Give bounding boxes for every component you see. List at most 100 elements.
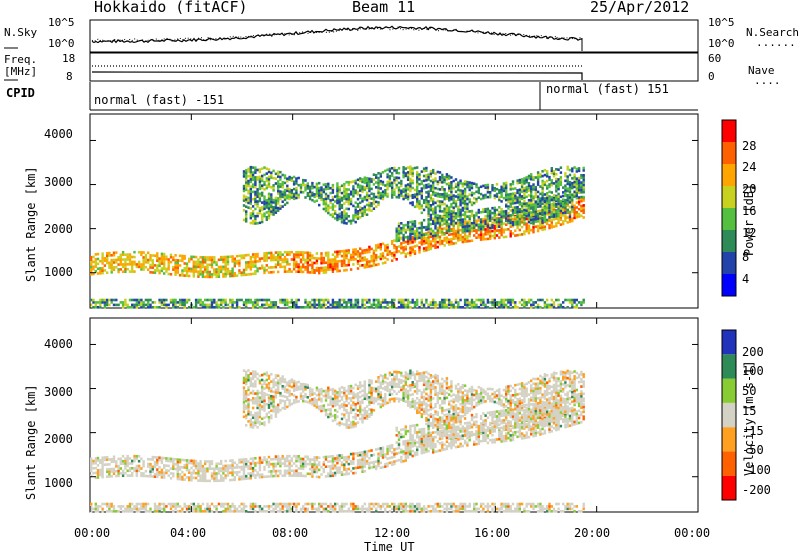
velocity-cell [224, 469, 227, 472]
velocity-cell [233, 471, 236, 474]
power-cell [349, 268, 353, 271]
power-cell [493, 298, 496, 302]
power-cell [201, 263, 205, 266]
velocity-cell [272, 385, 275, 389]
power-cell [409, 172, 412, 176]
power-cell [434, 241, 437, 245]
power-cell [427, 243, 430, 246]
power-cell [224, 263, 227, 266]
power-cell [256, 267, 259, 270]
power-cell [254, 176, 257, 179]
power-cell [406, 178, 410, 181]
power-cell [245, 178, 248, 182]
power-cell [281, 183, 284, 186]
power-cell [381, 180, 385, 184]
velocity-cell [263, 392, 266, 395]
velocity-cell [279, 457, 282, 461]
power-cell [559, 183, 563, 186]
velocity-cell [256, 413, 259, 417]
power-cell [568, 218, 572, 221]
power-cell [557, 205, 560, 208]
velocity-cell [229, 464, 232, 467]
velocity-cell [265, 505, 268, 508]
power-cell [151, 261, 154, 265]
power-cell [393, 244, 396, 247]
power-cell [566, 196, 569, 199]
velocity-cell [215, 477, 218, 480]
power-cell [377, 203, 380, 207]
power-cell [427, 207, 430, 210]
power-cell [306, 263, 309, 267]
velocity-cell [229, 505, 232, 508]
power-cell [183, 257, 186, 260]
power-cell [520, 195, 524, 198]
power-cell [306, 268, 309, 272]
power-cell [562, 194, 565, 198]
power-cell [381, 197, 385, 201]
power-cell [445, 230, 449, 233]
power-cell [352, 194, 355, 198]
power-cell [420, 182, 423, 185]
power-cell [261, 306, 264, 309]
power-cell [461, 184, 464, 188]
power-cell [486, 298, 490, 302]
power-cell [265, 254, 268, 257]
power-cell [523, 232, 526, 236]
velocity-cell [261, 458, 264, 462]
power-cell [238, 261, 241, 265]
power-cell [201, 301, 205, 304]
power-cell [580, 188, 583, 192]
velocity-cell [283, 380, 287, 384]
power-cell [479, 218, 483, 221]
power-cell [514, 234, 517, 237]
power-cell [564, 179, 567, 183]
power-cell [368, 301, 371, 304]
power-cell [493, 187, 496, 190]
power-cell [518, 215, 521, 218]
power-cell [151, 259, 154, 262]
velocity-cell [140, 472, 143, 475]
power-cell [527, 220, 531, 224]
power-cell [391, 259, 394, 262]
power-cell [308, 185, 312, 189]
power-cell [422, 208, 426, 212]
power-cell [231, 306, 234, 309]
power-cell [304, 265, 307, 269]
power-cell [379, 187, 382, 190]
power-cell [308, 190, 312, 194]
velocity-cell [265, 383, 268, 387]
power-cell [422, 169, 426, 173]
power-cell [181, 259, 184, 263]
power-cell [142, 258, 145, 262]
power-cell [126, 267, 129, 271]
power-cell [454, 202, 458, 206]
power-cell [568, 198, 572, 202]
power-cell [541, 189, 544, 192]
power-cell [356, 255, 360, 258]
velocity-cell [306, 386, 309, 389]
power-cell [181, 274, 184, 277]
power-cell [450, 219, 453, 223]
power-cell [290, 250, 293, 254]
power-cell [135, 306, 138, 309]
power-cell [520, 185, 524, 188]
power-cell [391, 167, 394, 170]
velocity-cell [135, 469, 138, 473]
power-cell [571, 200, 574, 203]
power-cell [386, 243, 389, 247]
power-cell [377, 263, 380, 266]
power-cell [178, 298, 182, 302]
power-cell [226, 262, 230, 266]
power-cell [370, 187, 373, 191]
power-cell [185, 262, 189, 265]
power-cell [457, 219, 460, 222]
power-cell [99, 259, 102, 263]
power-cell [422, 239, 426, 243]
velocity-cell [263, 401, 266, 405]
velocity-cell [295, 388, 298, 392]
power-cell [217, 270, 221, 274]
velocity-cell [94, 476, 97, 480]
power-cell [557, 207, 560, 210]
power-cell [377, 176, 380, 180]
power-cell [520, 218, 524, 222]
